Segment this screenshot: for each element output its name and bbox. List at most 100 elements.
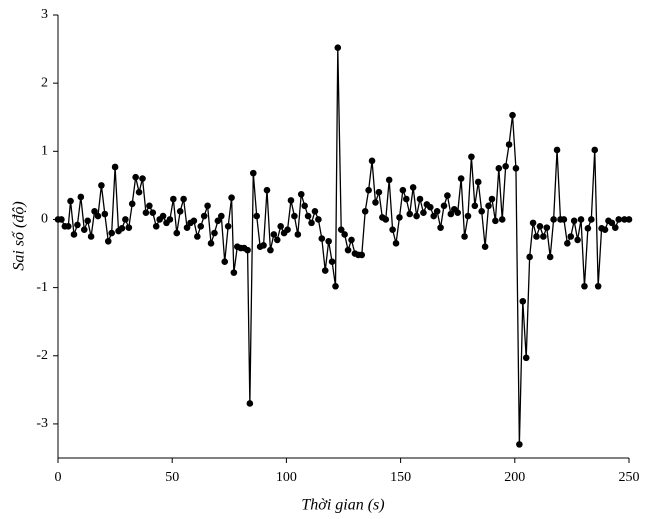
data-point: [267, 246, 274, 254]
data-point: [409, 184, 417, 191]
data-point: [516, 441, 523, 448]
data-point: [122, 216, 129, 223]
data-point: [553, 146, 561, 154]
data-point: [361, 207, 369, 215]
data-point: [77, 193, 85, 201]
data-point: [615, 216, 623, 223]
data-point: [437, 224, 444, 231]
data-point: [577, 216, 585, 223]
data-point: [94, 212, 102, 220]
y-tick-label: -3: [36, 416, 48, 431]
data-point: [176, 207, 184, 215]
data-point: [224, 222, 232, 230]
data-point: [166, 216, 174, 223]
x-tick-label: 50: [165, 470, 179, 485]
data-point: [543, 224, 551, 231]
data-point: [468, 153, 475, 161]
data-point: [385, 176, 393, 184]
data-point: [406, 210, 414, 218]
data-point: [142, 209, 150, 216]
data-point: [426, 203, 434, 211]
data-point: [70, 231, 78, 238]
data-point: [611, 224, 619, 231]
y-tick-label: 2: [41, 75, 48, 90]
data-point: [80, 226, 88, 233]
y-axis-label: Sai số (độ): [11, 201, 28, 270]
data-point: [315, 216, 322, 223]
data-point: [399, 186, 407, 194]
data-line: [58, 47, 629, 445]
data-point: [91, 207, 98, 215]
data-point: [560, 216, 568, 223]
data-point: [454, 209, 462, 216]
data-point: [341, 231, 348, 238]
data-point: [263, 186, 271, 194]
data-point: [481, 243, 489, 251]
data-point: [509, 111, 516, 119]
y-tick-label: 0: [41, 212, 48, 227]
data-point: [197, 222, 205, 230]
data-point: [461, 233, 468, 240]
data-point: [608, 219, 616, 227]
data-point: [334, 44, 342, 52]
data-point: [139, 175, 146, 182]
y-tick-label: -1: [36, 280, 48, 295]
data-point: [495, 165, 503, 172]
data-point: [332, 282, 339, 290]
data-point: [498, 216, 506, 223]
data-point: [249, 169, 257, 177]
data-point: [87, 233, 95, 240]
data-point: [471, 202, 479, 210]
data-point: [344, 246, 352, 254]
data-point: [574, 236, 581, 244]
data-point: [170, 195, 177, 203]
data-point: [135, 188, 143, 196]
data-point: [294, 231, 302, 238]
data-point: [519, 297, 527, 305]
data-point: [204, 202, 211, 210]
data-point: [512, 165, 520, 172]
x-tick-label: 0: [55, 470, 62, 485]
data-point: [321, 267, 329, 274]
data-point: [214, 217, 222, 225]
data-point: [287, 197, 295, 204]
data-point: [372, 199, 379, 206]
data-point: [152, 222, 160, 230]
data-point: [230, 269, 238, 276]
data-point: [183, 224, 191, 231]
data-point: [244, 246, 251, 254]
data-point: [522, 354, 530, 362]
data-point: [58, 216, 65, 223]
data-point: [194, 233, 201, 240]
data-point: [464, 212, 472, 220]
data-point: [270, 231, 278, 238]
data-point: [128, 200, 136, 208]
data-point: [433, 207, 441, 215]
data-point: [67, 197, 74, 205]
data-point: [200, 212, 208, 220]
data-point: [291, 212, 298, 220]
data-point: [132, 173, 139, 181]
data-point: [447, 210, 455, 218]
data-point: [413, 212, 420, 220]
data-point: [104, 237, 112, 245]
data-point: [540, 233, 547, 240]
data-point: [318, 235, 326, 242]
data-point: [594, 282, 602, 290]
data-point: [416, 195, 424, 203]
data-point: [550, 216, 557, 223]
x-tick-label: 150: [390, 470, 411, 485]
data-point: [348, 236, 355, 244]
data-point: [581, 282, 588, 290]
data-point: [297, 190, 305, 198]
data-point: [111, 163, 119, 171]
data-point: [485, 202, 492, 210]
data-point: [301, 202, 308, 210]
data-point: [621, 216, 628, 223]
data-point: [221, 258, 229, 266]
data-point: [567, 233, 575, 240]
data-point: [505, 141, 513, 148]
data-point: [492, 217, 499, 225]
data-point: [149, 209, 157, 216]
